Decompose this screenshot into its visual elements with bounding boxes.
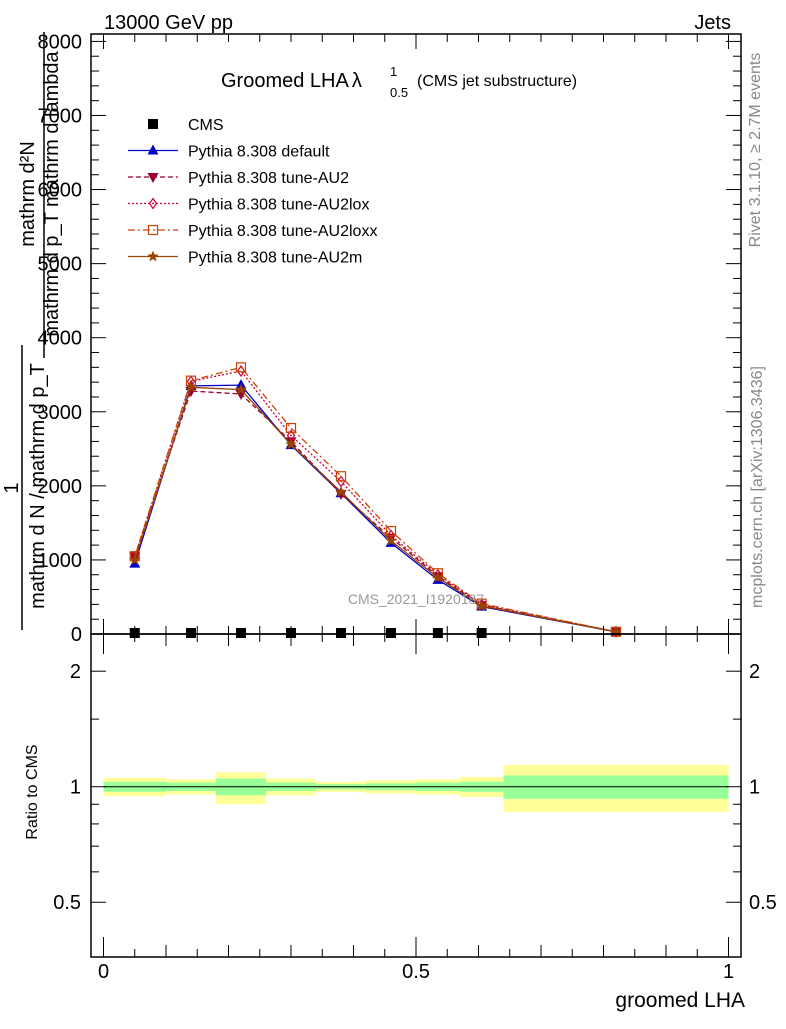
header-energy: 13000 GeV pp: [104, 12, 233, 34]
series-point-5: [235, 383, 247, 395]
legend-label: Pythia 8.308 tune-AU2lox: [188, 197, 369, 214]
series-5: [129, 381, 622, 637]
main-ytick-label: 8000: [38, 31, 83, 53]
legend: CMS Pythia 8.308 default Pythia 8.308 tune…: [128, 117, 377, 267]
legend-label: Pythia 8.308 tune-AU2: [188, 170, 349, 187]
ratio-ytick-label-left: 1: [70, 777, 81, 799]
legend-marker: [147, 250, 159, 262]
main-ytick-label: 5000: [38, 254, 83, 276]
main-ytick-label: 6000: [38, 180, 83, 202]
series-point-4: [285, 422, 297, 434]
series-point-0: [186, 628, 196, 638]
legend-entry: Pythia 8.308 default: [128, 144, 330, 161]
mcplots-label: mcplots.cern.ch [arXiv:1306.3436]: [749, 366, 766, 608]
ratio-xtick-label: 0.5: [402, 961, 430, 983]
chart-title-sub: 0.5: [390, 85, 408, 100]
series-point-3: [236, 364, 246, 378]
ratio-ytick-label-left: 2: [70, 661, 81, 683]
ratio-plot-axes: 0.5 0.5 1 1 2 2 0 0.5 1: [53, 634, 777, 983]
ratio-plot-frame: [90, 633, 742, 958]
legend-label: Pythia 8.308 tune-AU2loxx: [188, 223, 377, 240]
series-point-4: [335, 471, 347, 482]
series-point-5: [385, 534, 397, 546]
series-point-5: [185, 381, 197, 393]
series-point-0: [476, 628, 487, 638]
header-jets: Jets: [694, 12, 731, 34]
ylabel-bottom: mathrm d p_T mathrm d lambda: [41, 50, 63, 336]
main-ytick-label: 0: [71, 624, 82, 646]
main-ytick-label: 1000: [38, 550, 83, 572]
chart-title-sup: 1: [390, 64, 397, 79]
chart-title-suffix: (CMS jet substructure): [417, 73, 577, 90]
series-line-3: [134, 370, 617, 633]
ratio-ytick-label-right: 1: [749, 777, 760, 799]
main-ytick-label: 7000: [38, 105, 83, 127]
ratio-plot: 0.5 0.5 1 1 2 2 0 0.5 1: [53, 633, 777, 983]
main-plot: 0 1000 2000 3000 4000 5000 6000 7000 8000 Groome…: [38, 31, 742, 646]
series-point-5: [335, 485, 347, 497]
ratio-xtick-label: 0: [98, 961, 109, 983]
legend-marker: [148, 119, 158, 129]
legend-marker: [147, 224, 159, 236]
legend-entry: CMS: [148, 117, 224, 134]
legend-entry: Pythia 8.308 tune-AU2loxx: [128, 223, 377, 240]
main-ytick-label: 3000: [38, 402, 83, 424]
legend-marker: [147, 173, 159, 183]
ratio-bands: [103, 764, 729, 812]
series-point-2: [335, 490, 347, 500]
ratio-ytick-label-left: 0.5: [53, 892, 81, 914]
main-ytick-label: 4000: [38, 328, 83, 350]
series-point-0: [236, 628, 246, 638]
legend-marker: [148, 197, 158, 210]
series-point-0: [386, 628, 396, 638]
rivet-label: Rivet 3.1.10, ≥ 2.7M events: [747, 53, 764, 248]
main-plot-axes: 0 1000 2000 3000 4000 5000 6000 7000 8000: [38, 31, 741, 646]
watermark: CMS_2021_I1920187: [348, 591, 484, 607]
series-0: [129, 628, 487, 638]
chart-title-main: Groomed LHA: [221, 70, 349, 92]
legend-marker: [147, 144, 159, 155]
series-line-4: [134, 366, 617, 633]
series-point-5: [475, 599, 488, 611]
series-point-5: [610, 625, 622, 637]
ratio-ytick-label-right: 2: [749, 661, 760, 683]
series-point-5: [285, 438, 297, 450]
legend-label: Pythia 8.308 default: [188, 144, 330, 161]
series-point-0: [336, 628, 346, 638]
ratio-ylabel: Ratio to CMS: [24, 744, 41, 839]
series-point-5: [432, 571, 444, 583]
chart-title: Groomed LHA λ: [221, 70, 362, 92]
series-line-2: [134, 390, 617, 633]
legend-label: CMS: [188, 117, 224, 134]
series-point-5: [129, 553, 141, 565]
legend-entry: Pythia 8.308 tune-AU2lox: [128, 197, 369, 214]
ylabel-top: mathrm d²N: [17, 141, 39, 247]
ylabel-outer-top: 1: [1, 482, 23, 493]
main-ytick-label: 2000: [38, 476, 83, 498]
series-point-0: [432, 628, 443, 638]
chart-title-lambda: λ: [352, 70, 362, 92]
legend-entry: Pythia 8.308 tune-AU2m: [128, 250, 362, 267]
legend-entry: Pythia 8.308 tune-AU2: [128, 170, 349, 187]
series-point-4: [235, 362, 247, 373]
ratio-ytick-label-right: 0.5: [749, 892, 777, 914]
ratio-xtick-label: 1: [723, 961, 734, 983]
xlabel: groomed LHA: [615, 989, 745, 1012]
legend-label: Pythia 8.308 tune-AU2m: [188, 250, 362, 267]
ylabel-outer-bottom: mathrm d N / mathrm d p_T: [27, 363, 49, 609]
